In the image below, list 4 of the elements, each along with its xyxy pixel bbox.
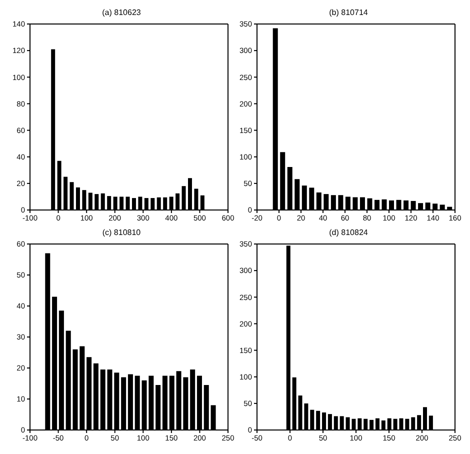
chart-title: (b) 810714 <box>328 8 369 19</box>
chart-title: (a) 810623 <box>101 8 142 19</box>
chart-title: (c) 810810 <box>101 228 142 239</box>
chart-title: (d) 810824 <box>328 228 369 239</box>
